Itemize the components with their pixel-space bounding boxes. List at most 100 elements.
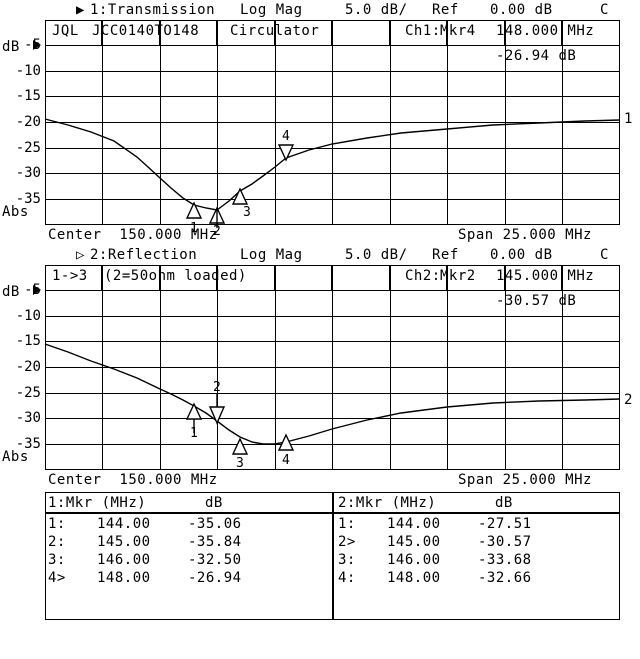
y-tick-label: -10 (15, 63, 41, 79)
marker-row-value: -26.94 (188, 570, 242, 586)
channel1-correction-flag: C (600, 2, 609, 18)
gridline (45, 199, 620, 200)
channel1-ref-value[interactable]: 0.00 dB (490, 2, 553, 18)
marker-row-value: -30.57 (478, 534, 532, 550)
marker-row-value: -32.66 (478, 570, 532, 586)
svg-text:2: 2 (213, 224, 221, 239)
marker-table-2-header-channel: 2:Mkr (MHz) (338, 495, 437, 511)
channel1-title-model: JCC0140TO148 (92, 23, 200, 39)
marker-row-value: -35.84 (188, 534, 242, 550)
channel2-center-label[interactable]: Center 150.000 MHz (48, 472, 218, 488)
channel1-marker-frequency: 148.000 MHz (496, 23, 595, 39)
channel1-marker-value: -26.94 dB (496, 48, 577, 64)
channel2-span-label[interactable]: Span 25.000 MHz (458, 472, 592, 488)
title-cell (217, 265, 275, 290)
y-tick-label: -35 (15, 191, 41, 207)
marker-row-id: 4: (338, 570, 356, 586)
channel2-sweep-mode: Abs (2, 449, 29, 465)
marker-table-1-header-value: dB (205, 495, 223, 511)
channel2-active-pointer-icon: ▷ (76, 247, 85, 263)
y-tick-label: -5 (24, 282, 41, 298)
svg-text:2: 2 (213, 380, 221, 395)
channel1-scale[interactable]: 5.0 dB/ (345, 2, 408, 18)
channel1-ref-pointer-icon (33, 40, 41, 50)
marker-table-divider (332, 492, 334, 620)
marker-row-freq: 146.00 (387, 552, 441, 568)
gridline (45, 173, 620, 174)
channel2-name[interactable]: 2:Reflection (90, 247, 198, 263)
title-cell (160, 20, 217, 45)
gridline (45, 96, 620, 97)
title-cell (275, 265, 332, 290)
gridline (45, 122, 620, 123)
channel2-format[interactable]: Log Mag (240, 247, 303, 263)
marker-row-freq: 148.00 (97, 570, 151, 586)
title-cell (102, 265, 160, 290)
marker-row-freq: 148.00 (387, 570, 441, 586)
title-cell (332, 265, 390, 290)
channel1-format[interactable]: Log Mag (240, 2, 303, 18)
y-tick-label: -30 (15, 410, 41, 426)
gridline (45, 341, 620, 342)
marker-row-id: 2: (48, 534, 66, 550)
gridline (45, 418, 620, 419)
marker-row-value: -27.51 (478, 516, 532, 532)
channel1-active-pointer-icon: ▶ (76, 2, 85, 18)
marker-2-active-icon (208, 406, 226, 425)
gridline (45, 71, 620, 72)
y-tick-label: -30 (15, 165, 41, 181)
channel2-marker-value: -30.57 dB (496, 293, 577, 309)
marker-table-1-header-channel: 1:Mkr (MHz) (48, 495, 147, 511)
y-tick-label: -20 (15, 359, 41, 375)
title-cell (390, 20, 447, 45)
marker-row-freq: 146.00 (97, 552, 151, 568)
marker-row-id: 2> (338, 534, 356, 550)
title-cell (45, 20, 102, 45)
channel1-marker-number[interactable]: Mkr4 (440, 23, 476, 39)
channel2-trace-label: 2 (624, 392, 633, 408)
channel2-marker-number[interactable]: Mkr2 (440, 268, 476, 284)
title-cell (447, 265, 505, 290)
marker-table-2-header-value: dB (495, 495, 513, 511)
channel1-span-label[interactable]: Span 25.000 MHz (458, 227, 592, 243)
channel1-y-axis-unit: dB (2, 39, 20, 55)
y-tick-label: -15 (15, 333, 41, 349)
marker-4-active-icon (277, 144, 295, 162)
channel2-scale[interactable]: 5.0 dB/ (345, 247, 408, 263)
channel1-name[interactable]: 1:Transmission (90, 2, 216, 18)
svg-text:1: 1 (190, 221, 198, 236)
channel1-sweep-mode: Abs (2, 204, 29, 220)
marker-1-icon (185, 402, 203, 420)
gridline (45, 444, 620, 445)
channel1-ref-label: Ref (432, 2, 459, 18)
y-tick-label: -20 (15, 114, 41, 130)
gridline (45, 316, 620, 317)
title-cell (217, 20, 275, 45)
svg-text:4: 4 (282, 129, 290, 144)
marker-row-id: 3: (338, 552, 356, 568)
channel1-center-label[interactable]: Center 150.000 MHz (48, 227, 218, 243)
channel1-trace-label: 1 (624, 111, 633, 127)
marker-row-id: 4> (48, 570, 66, 586)
title-cell (505, 20, 562, 45)
marker-row-freq: 145.00 (97, 534, 151, 550)
title-cell (390, 265, 447, 290)
y-tick-label: -15 (15, 88, 41, 104)
svg-text:1: 1 (190, 426, 198, 441)
gridline (45, 45, 620, 46)
title-cell (332, 20, 390, 45)
marker-3-icon (231, 437, 249, 455)
gridline (45, 367, 620, 368)
channel2-marker-frequency: 145.000 MHz (496, 268, 595, 284)
gridline (45, 148, 620, 149)
channel2-y-axis-unit: dB (2, 284, 20, 300)
channel2-ref-value[interactable]: 0.00 dB (490, 247, 553, 263)
marker-row-id: 3: (48, 552, 66, 568)
channel1-title-vendor: JQL (52, 23, 79, 39)
marker-row-freq: 145.00 (387, 534, 441, 550)
marker-3-icon (231, 187, 249, 205)
marker-1-icon (185, 201, 203, 219)
title-cell (275, 20, 332, 45)
svg-text:3: 3 (243, 205, 251, 220)
svg-text:3: 3 (236, 456, 244, 471)
